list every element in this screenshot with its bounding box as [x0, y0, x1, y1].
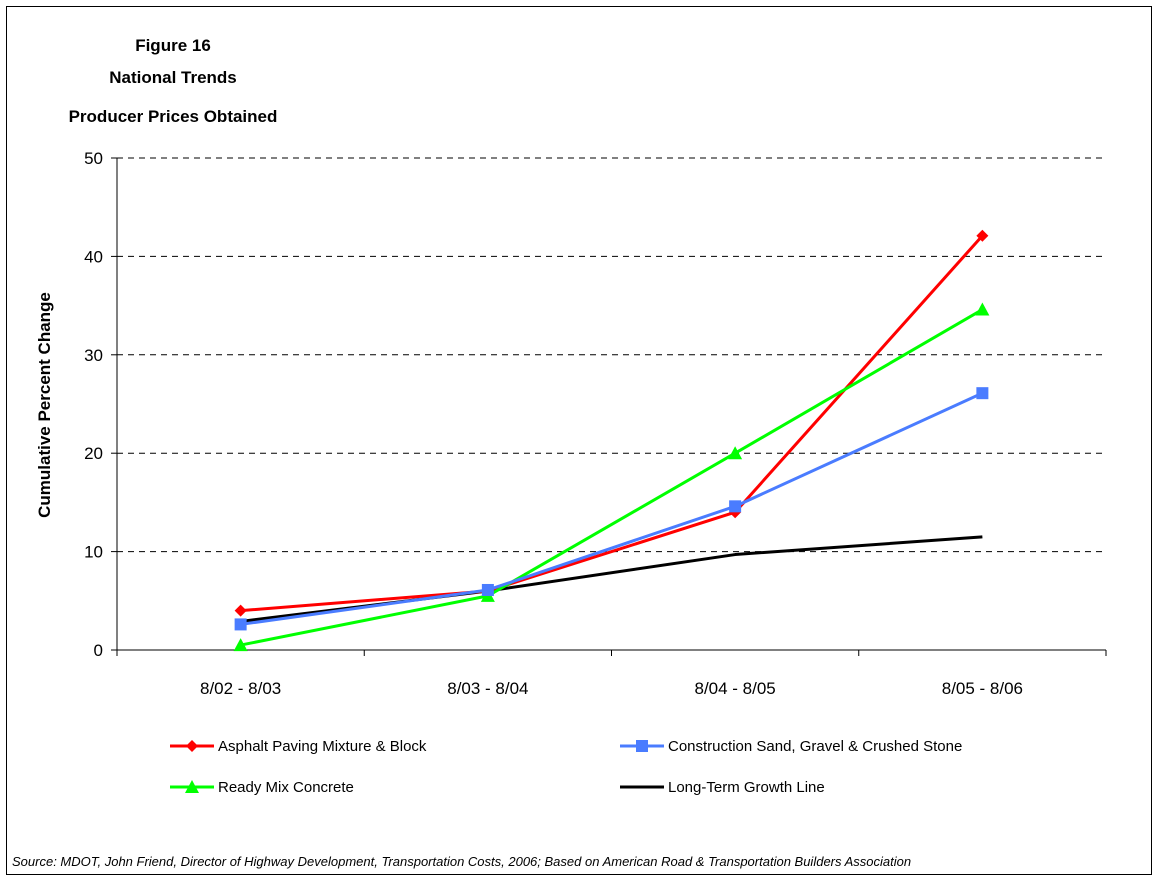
data-point: [234, 604, 247, 617]
y-tick-label: 40: [84, 247, 103, 266]
plot-series: [233, 229, 990, 652]
legend-label: Ready Mix Concrete: [218, 779, 354, 796]
legend-item: Asphalt Paving Mixture & Block: [170, 738, 427, 755]
y-tick-label: 10: [84, 543, 103, 562]
y-tick-labels: 0 10 20 30 40 50: [84, 149, 103, 660]
legend-item: Ready Mix Concrete: [170, 779, 354, 796]
x-tick-label: 8/02 - 8/03: [200, 679, 281, 698]
data-point: [234, 618, 247, 631]
legend-item: Construction Sand, Gravel & Crushed Ston…: [620, 738, 962, 755]
y-tick-label: 0: [94, 641, 103, 660]
chart-border: [6, 6, 1152, 875]
series-line: [240, 234, 984, 613]
series-2: [233, 302, 990, 652]
data-point: [975, 302, 990, 316]
chart-title: Figure 16 National Trends Producer Price…: [69, 36, 278, 126]
axes: [111, 157, 1107, 656]
data-point: [233, 638, 248, 652]
y-tick-label: 50: [84, 149, 103, 168]
legend: Asphalt Paving Mixture & Block Constructi…: [170, 738, 962, 796]
series-line: [240, 391, 983, 626]
legend-item: Long-Term Growth Line: [620, 779, 825, 796]
legend-marker: [186, 740, 198, 752]
chart-title-line-2: National Trends: [109, 68, 237, 87]
x-tick-label: 8/05 - 8/06: [942, 679, 1023, 698]
legend-marker: [185, 780, 199, 793]
legend-label: Long-Term Growth Line: [668, 779, 825, 796]
series-1: [234, 387, 989, 631]
source-note: Source: MDOT, John Friend, Director of H…: [12, 854, 911, 869]
chart-title-line-1: Figure 16: [135, 36, 211, 55]
chart-title-line-3: Producer Prices Obtained: [69, 107, 278, 126]
series-line: [240, 308, 984, 647]
data-point: [976, 387, 989, 400]
y-tick-label: 30: [84, 346, 103, 365]
data-point: [728, 446, 743, 460]
x-tick-labels: 8/02 - 8/03 8/03 - 8/04 8/04 - 8/05 8/05 - …: [200, 679, 1023, 698]
legend-marker: [636, 740, 648, 752]
legend-label: Asphalt Paving Mixture & Block: [218, 738, 427, 755]
x-tick-label: 8/04 - 8/05: [694, 679, 775, 698]
legend-label: Construction Sand, Gravel & Crushed Ston…: [668, 738, 962, 755]
y-tick-label: 20: [84, 444, 103, 463]
data-point: [481, 583, 494, 596]
data-point: [729, 500, 742, 513]
x-tick-label: 8/03 - 8/04: [447, 679, 528, 698]
y-axis-label: Cumulative Percent Change: [35, 292, 54, 518]
data-point: [976, 229, 989, 242]
